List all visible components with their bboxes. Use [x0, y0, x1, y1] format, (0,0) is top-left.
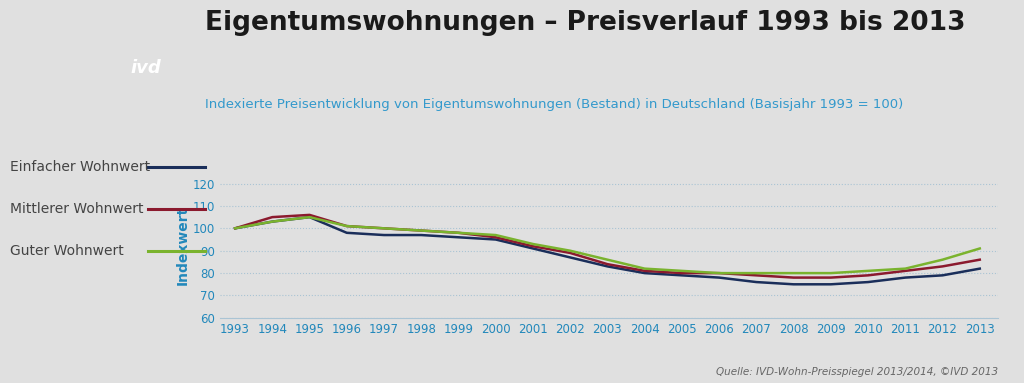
Text: Quelle: IVD-Wohn-Preisspiegel 2013/2014, ©IVD 2013: Quelle: IVD-Wohn-Preisspiegel 2013/2014,… — [716, 367, 998, 377]
Text: ivd: ivd — [131, 59, 162, 77]
Text: Einfacher Wohnwert: Einfacher Wohnwert — [10, 160, 151, 173]
Text: Indexierte Preisentwicklung von Eigentumswohnungen (Bestand) in Deutschland (Bas: Indexierte Preisentwicklung von Eigentum… — [205, 98, 903, 111]
Text: Eigentumswohnungen – Preisverlauf 1993 bis 2013: Eigentumswohnungen – Preisverlauf 1993 b… — [205, 10, 966, 36]
Y-axis label: Indexwert: Indexwert — [176, 206, 190, 285]
Text: Mittlerer Wohnwert: Mittlerer Wohnwert — [10, 202, 143, 216]
Text: Guter Wohnwert: Guter Wohnwert — [10, 244, 124, 258]
